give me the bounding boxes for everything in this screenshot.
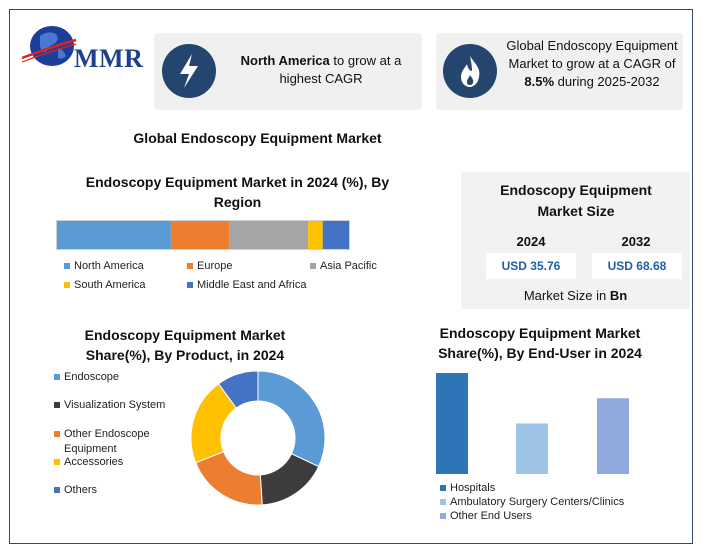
legend-label: Hospitals	[450, 482, 496, 494]
market-size-year-2024: 2024	[516, 234, 546, 249]
legend-swatch	[64, 281, 70, 288]
region-bar-segment-north-america	[57, 221, 171, 249]
market-size-footer-text: Market Size in	[523, 288, 610, 303]
region-legend-row-2: South America Middle East and Africa	[64, 276, 394, 293]
legend-swatch	[54, 487, 60, 493]
main-title: Global Endoscopy Equipment Market	[133, 130, 382, 146]
legend-label: South America	[74, 278, 146, 291]
highlight-box-cagr: Global Endoscopy Equipment Market to gro…	[436, 33, 683, 110]
legend-label: Ambulatory Surgery Centers/Clinics	[450, 496, 625, 508]
region-bar-outline	[56, 220, 350, 250]
legend-label: Asia Pacific	[320, 259, 377, 272]
highlight-text-cagr: Global Endoscopy Equipment Market to gro…	[504, 37, 680, 91]
globe-icon	[21, 26, 77, 66]
legend-item-other-endoscope-equipment: Other Endoscope Equipment	[54, 427, 154, 457]
highlight-text-growth-region: North America to grow at a highest CAGR	[226, 52, 416, 88]
legend-swatch	[440, 485, 446, 491]
legend-swatch	[54, 459, 60, 465]
legend-item-north-america: North America	[64, 257, 187, 274]
highlight-region-text: to grow at a highest CAGR	[279, 53, 402, 86]
market-size-panel: Endoscopy Equipment Market Size 2024 203…	[461, 172, 690, 309]
enduser-bar-chart	[436, 373, 629, 474]
legend-item-visualization-system: Visualization System	[54, 399, 165, 411]
legend-swatch	[440, 513, 446, 519]
legend-item-other-end-users: Other End Users	[440, 509, 670, 523]
legend-label: Europe	[197, 259, 233, 272]
enduser-legend: Hospitals Ambulatory Surgery Centers/Cli…	[440, 481, 670, 523]
enduser-chart-title: Endoscopy Equipment Market Share(%), By …	[438, 325, 642, 361]
legend-item-south-america: South America	[64, 276, 187, 293]
region-bar-segment-south-america	[308, 221, 323, 249]
highlight-region-name: North America	[240, 53, 330, 68]
legend-swatch	[54, 431, 60, 437]
legend-item-endoscope: Endoscope	[54, 371, 119, 383]
donut-slice-endoscope	[257, 370, 326, 468]
legend-item-middle-east-africa: Middle East and Africa	[187, 276, 306, 293]
product-chart-title: Endoscopy Equipment Market Share(%), By …	[84, 327, 286, 363]
market-size-value-2032: USD 68.68	[592, 253, 682, 279]
market-size-title: Endoscopy Equipment Market Size	[500, 182, 652, 219]
market-size-value-2024: USD 35.76	[486, 253, 576, 279]
legend-label: North America	[74, 259, 144, 272]
legend-item-hospitals: Hospitals	[440, 481, 670, 495]
legend-label: Others	[64, 484, 98, 496]
region-legend: North America Europe Asia Pacific South …	[64, 257, 394, 293]
legend-swatch	[310, 262, 316, 269]
donut-slice-other-endoscope-equipment	[195, 450, 263, 506]
market-size-unit: Bn	[609, 288, 628, 303]
region-stacked-bar	[56, 220, 350, 250]
legend-label: Other Endoscope Equipment	[64, 428, 150, 455]
legend-item-asia-pacific: Asia Pacific	[310, 257, 377, 274]
highlight-cagr-pre: Global Endoscopy Equipment Market to gro…	[506, 38, 678, 71]
product-donut-chart	[190, 370, 326, 506]
region-chart-title: Endoscopy Equipment Market in 2024 (%), …	[85, 174, 390, 210]
region-legend-row-1: North America Europe Asia Pacific	[64, 257, 394, 274]
logo: MMR	[18, 22, 148, 77]
infographic-frame	[9, 9, 693, 544]
legend-swatch	[440, 499, 446, 505]
legend-item-ambulatory-surgery-centers: Ambulatory Surgery Centers/Clinics	[440, 495, 670, 509]
region-bar-segment-middle-east-and-africa	[322, 221, 349, 249]
legend-swatch	[54, 402, 60, 408]
legend-label: Other End Users	[450, 510, 532, 522]
enduser-bar-ambulatory-surgery-centers-clinics	[516, 423, 548, 474]
highlight-cagr-value: 8.5%	[524, 74, 555, 89]
legend-swatch	[187, 281, 193, 288]
legend-label: Accessories	[64, 456, 124, 468]
enduser-bar-hospitals	[436, 373, 468, 474]
legend-swatch	[64, 262, 70, 269]
highlight-box-growth-region: North America to grow at a highest CAGR	[154, 33, 422, 110]
market-size-footer: Market Size in Bn	[461, 288, 690, 303]
market-size-year-2032: 2032	[621, 234, 651, 249]
legend-label: Endoscope	[64, 371, 120, 383]
flame-icon	[443, 44, 497, 98]
lightning-icon	[162, 44, 216, 98]
highlight-cagr-post: during 2025-2032	[554, 74, 660, 89]
legend-label: Middle East and Africa	[197, 278, 307, 291]
enduser-bar-other-end-users	[597, 398, 629, 474]
region-bar-segment-europe	[170, 221, 230, 249]
logo-text: MMR	[74, 44, 144, 73]
region-bar-segment-asia-pacific	[229, 221, 309, 249]
legend-item-others: Others	[54, 484, 97, 496]
legend-label: Visualization System	[64, 399, 166, 411]
legend-swatch	[54, 374, 60, 380]
legend-item-europe: Europe	[187, 257, 310, 274]
legend-swatch	[187, 262, 193, 269]
donut-slice-others	[217, 370, 259, 409]
legend-item-accessories: Accessories	[54, 456, 123, 468]
